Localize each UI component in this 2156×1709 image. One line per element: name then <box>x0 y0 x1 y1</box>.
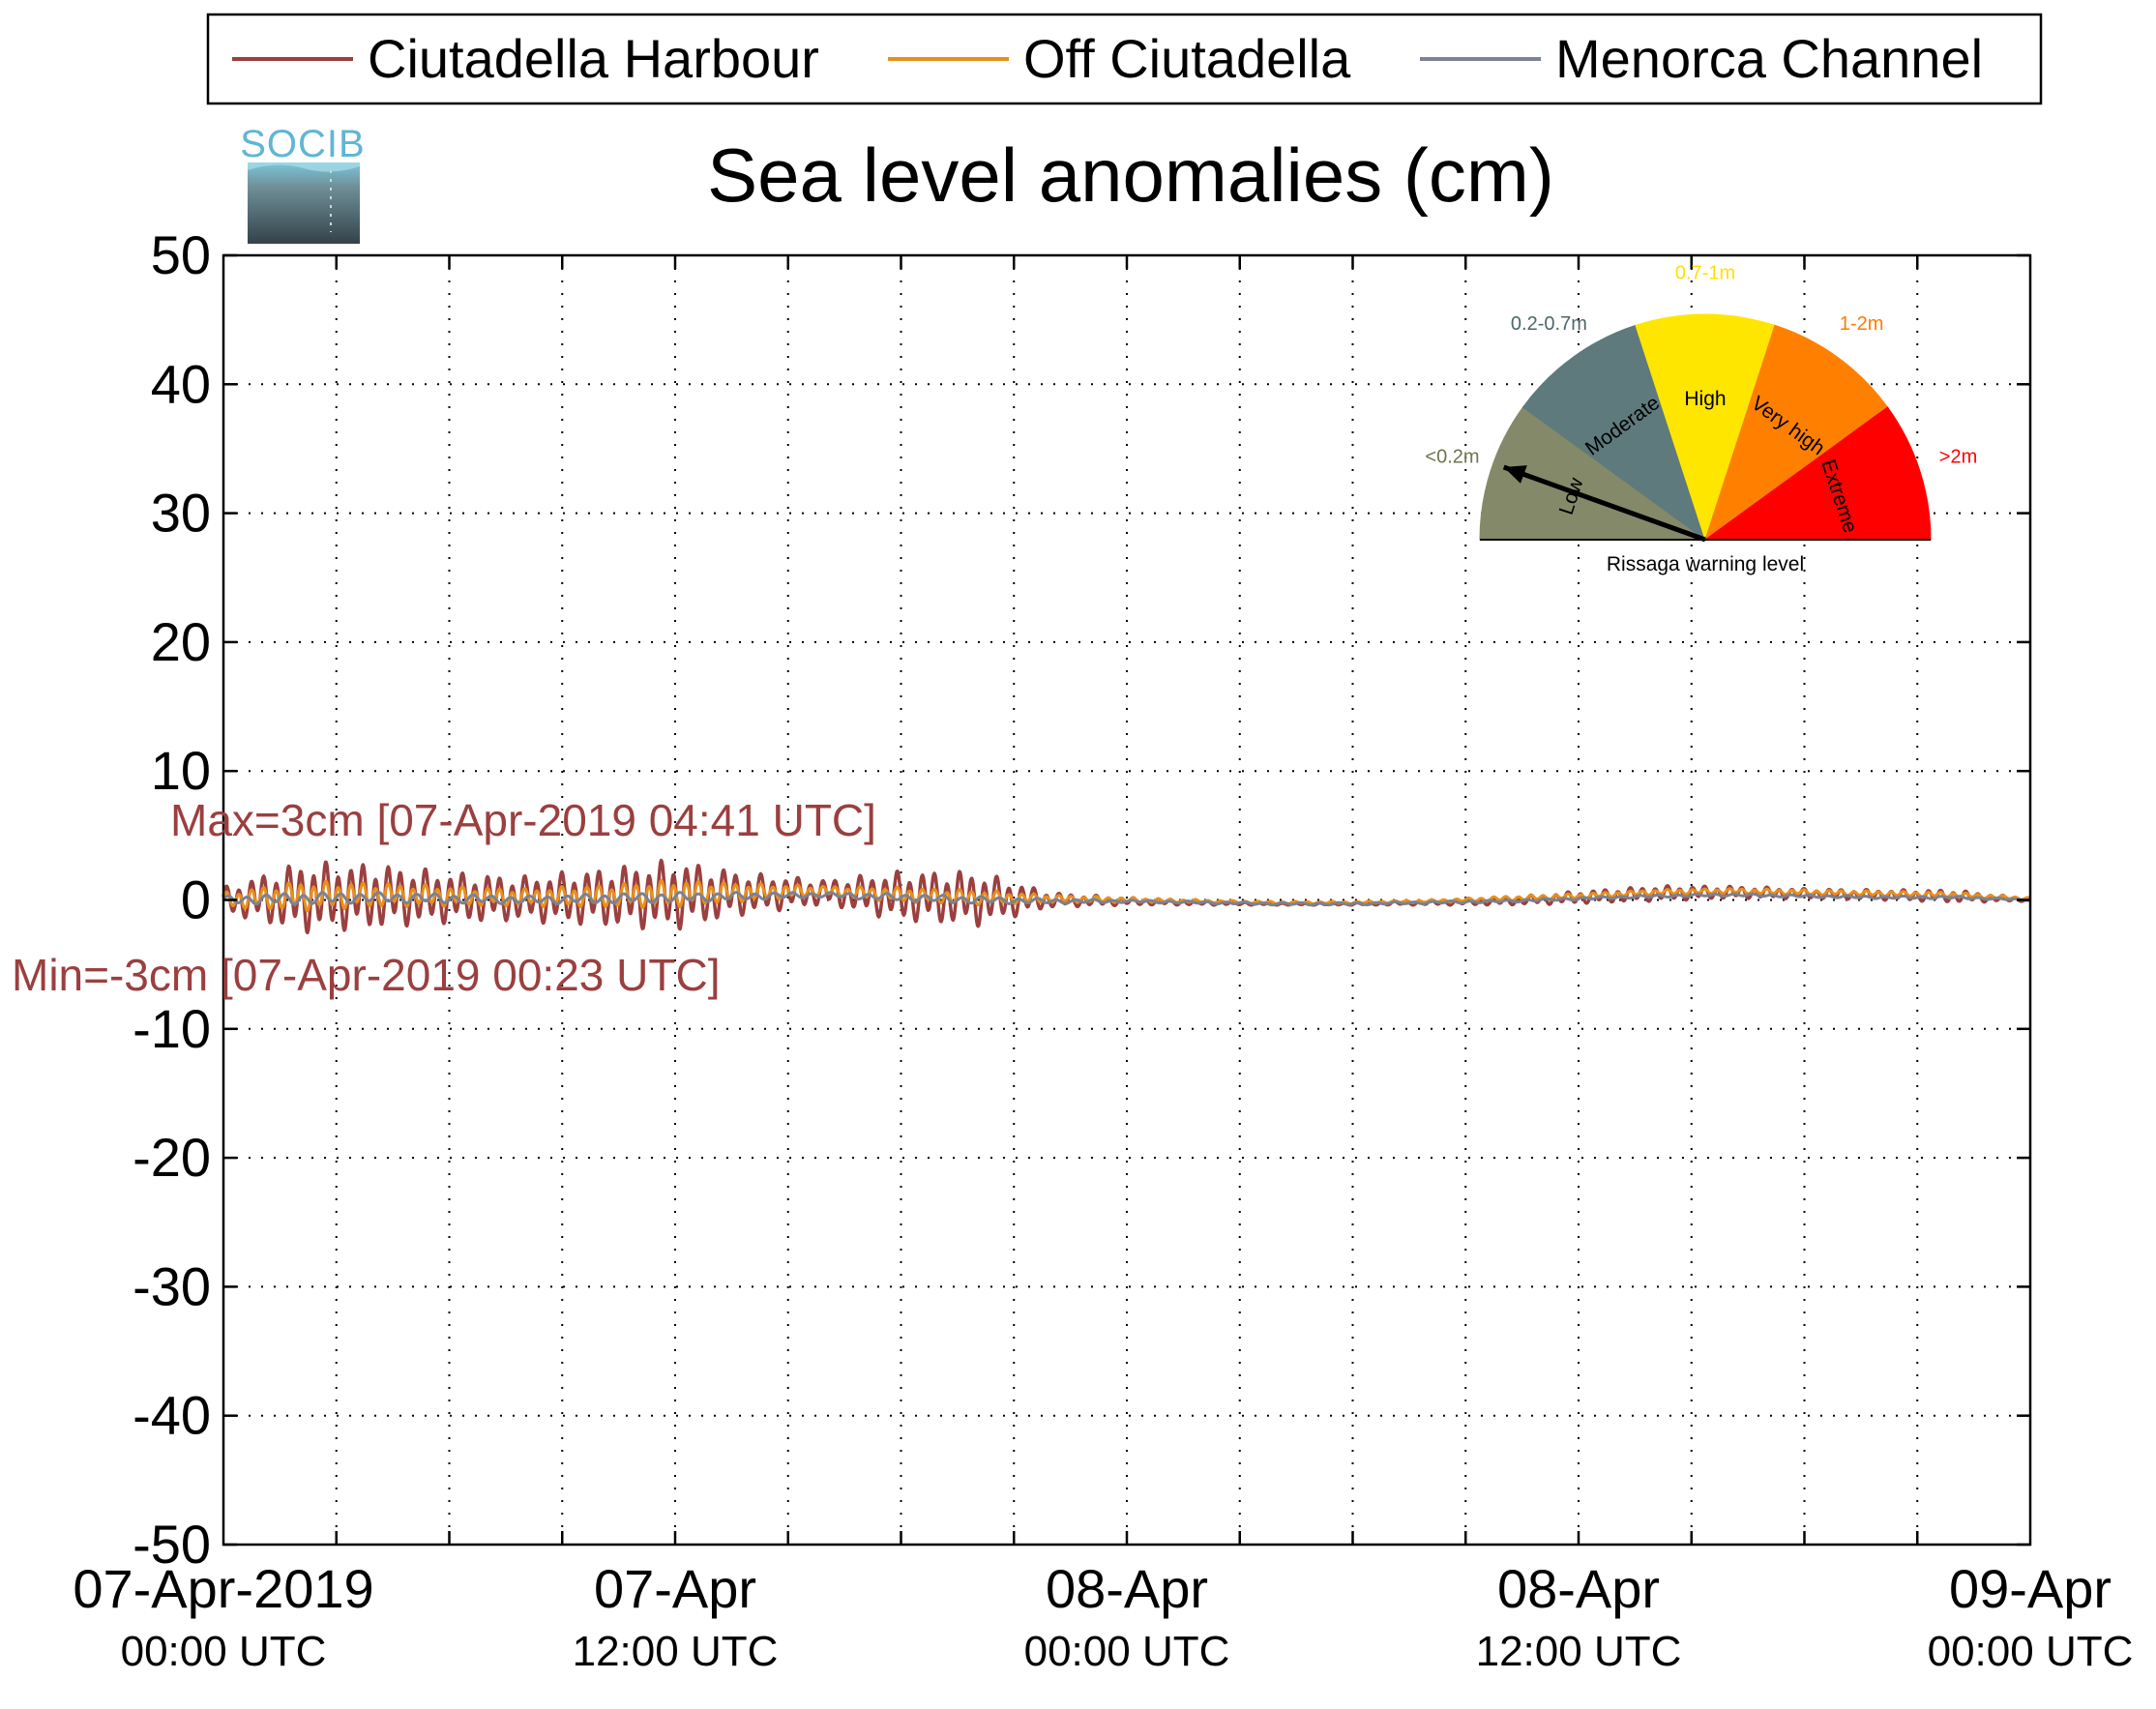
y-tick-label: 40 <box>151 353 211 414</box>
gauge-sector-moderate <box>1521 324 1706 542</box>
y-tick-label: 0 <box>181 869 211 930</box>
x-tick-label-time: 12:00 UTC <box>1476 1628 1682 1675</box>
y-axis: 50 40 30 20 10 0 -10 -20 -30 -40 -50 <box>133 224 2030 1575</box>
gauge-range-very-high: 1-2m <box>1840 313 1884 335</box>
x-tick-label-time: 12:00 UTC <box>573 1628 779 1675</box>
max-annotation: Max=3cm [07-Apr-2019 04:41 UTC] <box>170 795 876 845</box>
series-layer <box>222 858 2032 935</box>
gauge-caption: Rissaga warning level <box>1607 553 1804 575</box>
y-tick-label: 10 <box>151 740 211 801</box>
socib-logo-graphic <box>248 162 360 244</box>
x-axis: 07-Apr-2019 00:00 UTC 07-Apr 12:00 UTC 08-Ap… <box>73 255 2133 1675</box>
gauge-needle-head <box>1503 465 1527 484</box>
gauge-range-low: <0.2m <box>1425 446 1479 467</box>
y-tick-label: -10 <box>133 998 211 1059</box>
y-tick-label: 20 <box>151 611 211 672</box>
y-tick-label: -30 <box>133 1255 211 1316</box>
legend: Ciutadella Harbour Off Ciutadella Menorc… <box>206 13 2043 105</box>
gauge-sector-very-high <box>1704 324 1889 542</box>
gauge-label-high: High <box>1684 388 1726 410</box>
y-tick-label: -40 <box>133 1385 211 1446</box>
y-tick-label: 50 <box>151 224 211 285</box>
x-tick-label-time: 00:00 UTC <box>121 1628 327 1675</box>
chart-title: Sea level anomalies (cm) <box>707 133 1554 218</box>
x-tick-label-date: 07-Apr-2019 <box>73 1558 373 1619</box>
gauge-sector-low <box>1479 406 1707 541</box>
series-line-menorca-channel <box>222 891 2031 907</box>
y-tick-label: -20 <box>133 1127 211 1188</box>
gauge-range-moderate: 0.2-0.7m <box>1511 313 1587 335</box>
gauge-needle <box>1502 464 1706 543</box>
gauge-sector-extreme <box>1703 406 1932 541</box>
gauge-range-extreme: >2m <box>1939 446 1977 467</box>
y-tick-label: 30 <box>151 483 211 544</box>
gauge-range-high: 0.7-1m <box>1675 262 1735 283</box>
x-tick-label-date: 07-Apr <box>594 1558 756 1619</box>
x-tick-label-time: 00:00 UTC <box>1928 1628 2134 1675</box>
x-tick-label-date: 08-Apr <box>1497 1558 1660 1619</box>
y-tick-label: -50 <box>133 1514 211 1575</box>
socib-logo-text: SOCIB <box>240 123 365 165</box>
socib-logo: SOCIB <box>240 123 365 244</box>
x-tick-label-time: 00:00 UTC <box>1024 1628 1230 1675</box>
x-tick-label-date: 09-Apr <box>1949 1558 2112 1619</box>
min-annotation: Min=-3cm [07-Apr-2019 00:23 UTC] <box>12 950 720 1000</box>
gauge-sector-high <box>1635 313 1776 542</box>
x-tick-label-date: 08-Apr <box>1046 1558 1208 1619</box>
series-line-ciutadella-harbour <box>222 858 2032 935</box>
legend-box <box>206 13 2043 105</box>
legend-label-menorca-channel: Menorca Channel <box>1555 28 1983 89</box>
legend-label-ciutadella-harbour: Ciutadella Harbour <box>368 28 819 89</box>
legend-label-off-ciutadella: Off Ciutadella <box>1023 28 1351 89</box>
